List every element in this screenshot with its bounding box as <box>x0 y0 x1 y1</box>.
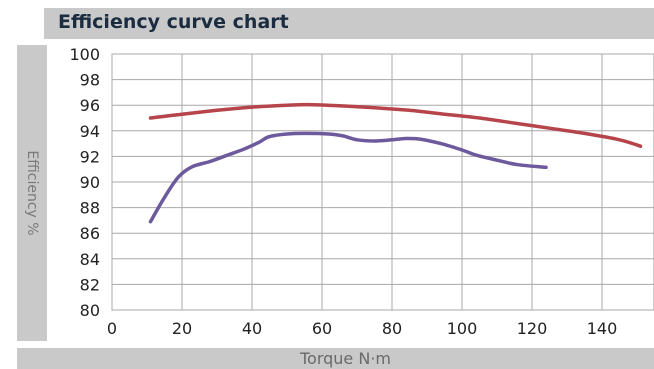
x-tick-label: 100 <box>447 319 478 338</box>
y-tick-label: 84 <box>80 250 100 269</box>
y-tick-label: 100 <box>69 45 100 64</box>
y-tick-label: 98 <box>80 71 100 90</box>
title-bar: Efficiency curve chart <box>44 8 654 39</box>
x-tick-label: 80 <box>382 319 402 338</box>
y-tick-label: 86 <box>80 224 100 243</box>
y-tick-label: 92 <box>80 147 100 166</box>
series-lines <box>148 102 643 224</box>
x-tick-label: 120 <box>517 319 548 338</box>
x-tick-label: 140 <box>587 319 618 338</box>
series-line-1 <box>148 102 643 148</box>
y-tick-label: 90 <box>80 173 100 192</box>
y-axis-label-bar: Efficiency % <box>17 45 47 341</box>
y-tick-label: 80 <box>80 301 100 320</box>
x-tick-label: 20 <box>172 319 192 338</box>
grid-lines <box>111 53 654 311</box>
y-tick-label: 88 <box>80 199 100 218</box>
chart-title: Efficiency curve chart <box>58 11 289 33</box>
x-tick-label: 40 <box>242 319 262 338</box>
x-tick-labels: 0 20 40 60 80 100 120 140 <box>107 319 617 338</box>
y-tick-label: 96 <box>80 96 100 115</box>
y-tick-label: 82 <box>80 275 100 294</box>
y-tick-labels: 80 82 84 86 88 90 92 94 96 98 100 <box>69 45 100 320</box>
x-axis-label-bar: Torque N·m <box>17 348 654 369</box>
x-axis-label: Torque N·m <box>299 349 391 368</box>
series-line-2 <box>148 131 548 224</box>
x-tick-label: 60 <box>312 319 332 338</box>
x-tick-label: 0 <box>107 319 117 338</box>
y-tick-label: 94 <box>80 122 100 141</box>
